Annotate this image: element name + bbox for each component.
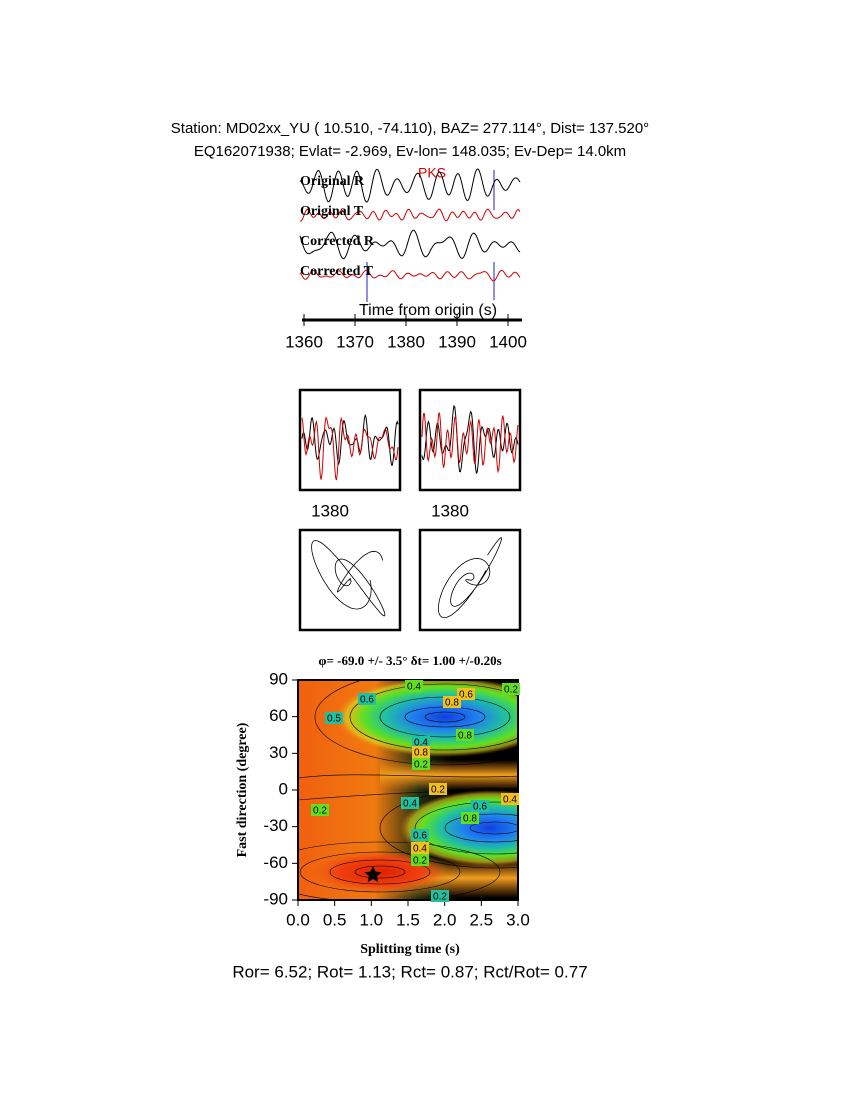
contour-label: 0.4 bbox=[413, 844, 427, 855]
x-tick-label: 2.0 bbox=[433, 910, 457, 929]
x-axis-label: Time from origin (s) bbox=[359, 302, 497, 319]
particle-motion bbox=[311, 540, 386, 617]
contour-label-bg bbox=[501, 793, 519, 805]
contour-label-bg bbox=[358, 693, 376, 705]
phase-label: PKS bbox=[418, 165, 446, 181]
contour-label: 0.2 bbox=[431, 785, 445, 796]
x-tick-label: 1400 bbox=[489, 332, 527, 351]
contour-label-bg bbox=[311, 804, 329, 816]
waveform-panel bbox=[298, 388, 402, 492]
contour-label: 0.2 bbox=[504, 685, 518, 696]
x-tick-label: 1360 bbox=[285, 332, 323, 351]
y-tick-label: -90 bbox=[263, 889, 288, 908]
contour-label: 0.4 bbox=[407, 682, 421, 693]
y-tick-label: 0 bbox=[279, 779, 288, 798]
x-tick-label: 1380 bbox=[387, 332, 425, 351]
x-tick-label: 3.0 bbox=[506, 910, 530, 929]
contour-label: 0.2 bbox=[413, 856, 427, 867]
contour-label-bg bbox=[325, 712, 343, 724]
contour-label-bg bbox=[431, 890, 449, 902]
x-tick-label: 1.0 bbox=[360, 910, 384, 929]
contour-label: 0.4 bbox=[403, 799, 417, 810]
x-tick-label: 1370 bbox=[336, 332, 374, 351]
contour-label-bg bbox=[461, 812, 479, 824]
contour-label-bg bbox=[401, 797, 419, 809]
contour-label-bg bbox=[412, 746, 430, 758]
y-tick-label: -30 bbox=[263, 816, 288, 835]
footer-stats: Ror= 6.52; Rot= 1.13; Rct= 0.87; Rct/Rot… bbox=[232, 962, 587, 981]
contour-label: 0.6 bbox=[473, 802, 487, 813]
header-line: EQ162071938; Evlat= -2.969, Ev-lon= 148.… bbox=[194, 143, 626, 160]
contour-label: 0.6 bbox=[360, 695, 374, 706]
waveform bbox=[299, 168, 521, 203]
contour-label: 0.6 bbox=[459, 690, 473, 701]
contour-label-bg bbox=[471, 800, 489, 812]
contour-label: 0.4 bbox=[414, 738, 428, 749]
contour-label-bg bbox=[411, 829, 429, 841]
contour-label: 0.6 bbox=[413, 831, 427, 842]
trace-label: Original R bbox=[300, 174, 365, 189]
contour-label-bg bbox=[443, 696, 461, 708]
x-tick-label: 1.5 bbox=[396, 910, 420, 929]
contour-label: 0.4 bbox=[503, 795, 517, 806]
y-axis-label: Fast direction (degree) bbox=[235, 722, 250, 857]
grid-title: φ= -69.0 +/- 3.5° δt= 1.00 +/-0.20s bbox=[318, 653, 501, 668]
trace-label: Corrected T bbox=[300, 264, 374, 279]
x-tick-label: 0.0 bbox=[286, 910, 310, 929]
y-tick-label: 30 bbox=[269, 743, 288, 762]
x-tick-label: 1390 bbox=[438, 332, 476, 351]
trace-label: Original T bbox=[300, 204, 364, 219]
particle-motion-panel bbox=[418, 528, 522, 632]
y-tick-label: 90 bbox=[269, 669, 288, 688]
contour-label-bg bbox=[457, 688, 475, 700]
x-tick-label: 0.5 bbox=[323, 910, 347, 929]
x-tick-label: 1380 bbox=[431, 501, 469, 520]
x-tick-label: 1380 bbox=[311, 501, 349, 520]
contour-label: 0.8 bbox=[458, 731, 472, 742]
waveform bbox=[299, 208, 521, 222]
particle-motion bbox=[437, 537, 502, 619]
contour-label-bg bbox=[412, 736, 430, 748]
header-line: Station: MD02xx_YU ( 10.510, -74.110), B… bbox=[171, 120, 649, 137]
contour-label: 0.8 bbox=[414, 748, 428, 759]
contour-label: 0.8 bbox=[463, 814, 477, 825]
contour-label-bg bbox=[502, 683, 520, 695]
contour-label-bg bbox=[412, 758, 430, 770]
waveform bbox=[299, 229, 521, 260]
contour-label-bg bbox=[429, 783, 447, 795]
y-tick-label: 60 bbox=[269, 706, 288, 725]
contour-label: 0.8 bbox=[445, 698, 459, 709]
contour-label-bg bbox=[411, 854, 429, 866]
y-tick-label: -60 bbox=[263, 853, 288, 872]
contour-label: 0.5 bbox=[327, 714, 341, 725]
trace-label: Corrected R bbox=[300, 234, 375, 249]
x-tick-label: 2.5 bbox=[470, 910, 494, 929]
x-axis-label: Splitting time (s) bbox=[360, 942, 460, 957]
waveform bbox=[299, 269, 521, 282]
contour-label: 0.2 bbox=[414, 760, 428, 771]
waveform bbox=[301, 416, 399, 481]
contour-label-bg bbox=[456, 729, 474, 741]
contour-label: 0.2 bbox=[433, 892, 447, 903]
waveform bbox=[421, 412, 519, 474]
best-estimate-star bbox=[364, 866, 382, 883]
contour-label: 0.2 bbox=[313, 806, 327, 817]
contour-label-bg bbox=[405, 680, 423, 692]
waveform-panel bbox=[418, 388, 522, 492]
particle-motion-panel bbox=[298, 528, 402, 632]
contour-label-bg bbox=[411, 842, 429, 854]
